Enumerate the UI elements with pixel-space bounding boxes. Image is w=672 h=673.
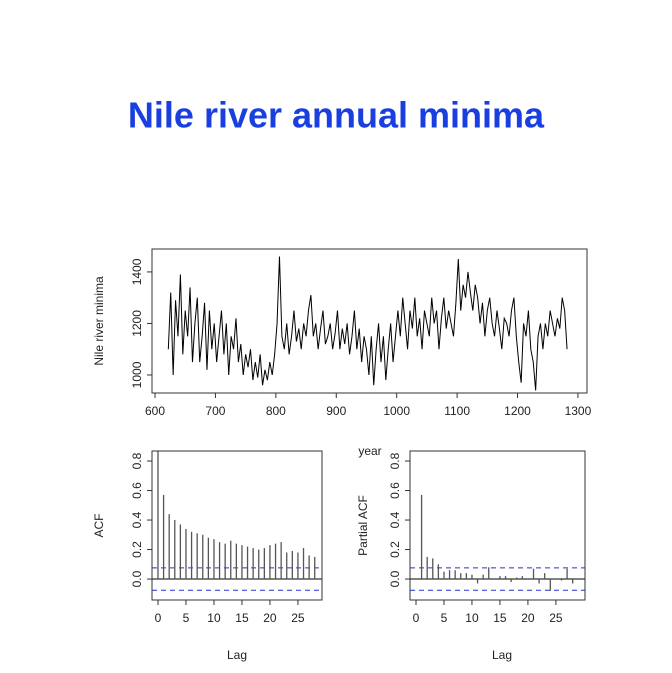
y-tick-label: 0.2	[388, 541, 402, 558]
x-tick-label: 1100	[444, 404, 470, 418]
y-tick-label: 0.6	[388, 482, 402, 499]
y-tick-label: 1400	[130, 258, 144, 285]
x-tick-label: 1300	[565, 404, 592, 418]
y-tick-label: 0.4	[130, 511, 144, 528]
y-tick-label: 1200	[130, 310, 144, 337]
x-tick-label: 15	[493, 611, 507, 625]
x-tick-label: 0	[413, 611, 420, 625]
y-axis-label: Nile river minima	[92, 276, 106, 366]
y-tick-label: 0.6	[130, 482, 144, 499]
x-axis-label: Lag	[492, 648, 512, 662]
x-tick-label: 800	[266, 404, 286, 418]
x-tick-label: 20	[521, 611, 535, 625]
x-axis-label: Lag	[227, 648, 247, 662]
plot-area	[167, 256, 568, 391]
x-tick-label: 20	[263, 611, 277, 625]
x-axis-label: year	[358, 444, 381, 458]
y-tick-label: 0.0	[130, 570, 144, 587]
plot-frame	[151, 248, 588, 394]
x-tick-label: 1200	[504, 404, 531, 418]
page-title: Nile river annual minima	[128, 95, 545, 136]
plot-area	[410, 494, 585, 591]
x-tick-label: 0	[155, 611, 162, 625]
x-tick-label: 25	[549, 611, 563, 625]
x-tick-label: 25	[291, 611, 305, 625]
x-tick-label: 10	[207, 611, 221, 625]
x-tick-label: 700	[205, 404, 225, 418]
plot-area	[152, 451, 322, 591]
x-tick-label: 1000	[383, 404, 410, 418]
y-tick-label: 0.4	[388, 511, 402, 528]
x-tick-label: 5	[183, 611, 190, 625]
y-tick-label: 0.8	[130, 452, 144, 469]
x-tick-label: 900	[326, 404, 346, 418]
x-tick-label: 5	[441, 611, 448, 625]
y-tick-label: 0.0	[388, 570, 402, 587]
y-axis-label: Partial ACF	[356, 495, 370, 556]
plot-frame	[151, 450, 323, 601]
x-tick-label: 15	[235, 611, 249, 625]
y-tick-label: 1000	[130, 361, 144, 388]
y-tick-label: 0.8	[388, 452, 402, 469]
y-tick-label: 0.2	[130, 541, 144, 558]
x-tick-label: 600	[145, 404, 165, 418]
x-tick-label: 10	[465, 611, 479, 625]
plot-frame	[409, 450, 586, 601]
series-line	[167, 256, 568, 391]
y-axis-label: ACF	[92, 514, 106, 538]
